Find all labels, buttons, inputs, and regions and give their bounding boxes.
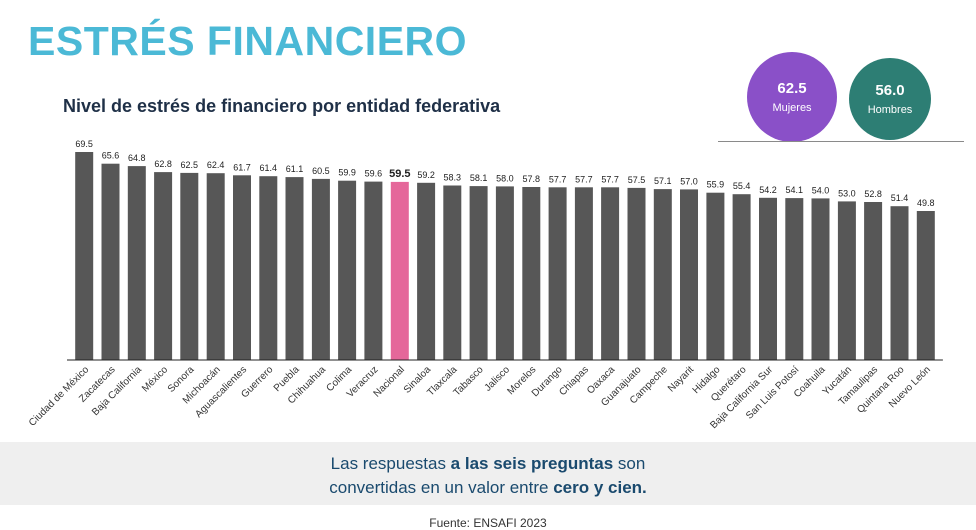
bar-veracruz xyxy=(364,181,383,360)
men-score-label: Hombres xyxy=(867,103,913,116)
bar-jalisco xyxy=(495,186,514,360)
data-label-durango: 57.7 xyxy=(549,174,567,184)
men-score-badge: 56.0 Hombres xyxy=(849,58,931,140)
footer-line-2-start: convertidas en un valor entre xyxy=(329,478,554,497)
badge-divider xyxy=(718,141,964,142)
bar-morelos xyxy=(522,187,541,360)
footer-line-1-start: Las respuestas xyxy=(330,454,451,473)
bar-nacional xyxy=(390,181,409,360)
women-score-value: 62.5 xyxy=(777,79,807,97)
data-label-ciudad-de-mexico: 69.5 xyxy=(75,139,93,149)
bar-tlaxcala xyxy=(443,185,462,360)
bar-mexico xyxy=(154,172,173,360)
bar-durango xyxy=(548,187,567,360)
men-score-value: 56.0 xyxy=(875,81,905,99)
bar-colima xyxy=(338,180,357,360)
data-label-zacatecas: 65.6 xyxy=(102,151,120,161)
data-label-puebla: 61.1 xyxy=(286,164,304,174)
data-label-hidalgo: 55.9 xyxy=(707,180,725,190)
bar-tamaulipas xyxy=(864,202,883,360)
data-label-morelos: 57.8 xyxy=(523,174,541,184)
data-label-colima: 59.9 xyxy=(338,168,356,178)
data-label-michoacan: 62.4 xyxy=(207,160,225,170)
bar-michoacan xyxy=(206,173,225,360)
data-label-veracruz: 59.6 xyxy=(365,169,383,179)
bar-aguascalientes xyxy=(233,175,251,360)
data-label-jalisco: 58.0 xyxy=(496,173,514,183)
bar-san-luis-potosi xyxy=(785,198,804,360)
data-label-nacional: 59.5 xyxy=(389,168,410,180)
bar-coahuila xyxy=(811,198,830,360)
chart-title: Nivel de estrés de financiero por entida… xyxy=(63,96,501,116)
data-label-nuevo-leon: 49.8 xyxy=(917,198,935,208)
bar-oaxaca xyxy=(601,187,620,360)
footer-line-1-end: son xyxy=(613,454,646,473)
data-label-san-luis-potosi: 54.1 xyxy=(786,185,804,195)
bar-sinaloa xyxy=(417,182,436,360)
data-label-tlaxcala: 58.3 xyxy=(444,173,462,183)
footer-line-2-bold: cero y cien. xyxy=(553,478,647,497)
footer-line-1-bold: a las seis preguntas xyxy=(450,454,614,473)
bar-baja-california xyxy=(127,166,146,360)
data-label-baja-california: 64.8 xyxy=(128,153,146,163)
women-score-label: Mujeres xyxy=(772,101,812,114)
bar-puebla xyxy=(285,177,304,360)
bar-tabasco xyxy=(469,186,488,360)
tick-label-mexico: México xyxy=(140,364,170,394)
bar-sonora xyxy=(180,172,199,360)
footer-line-2: convertidas en un valor entre cero y cie… xyxy=(0,476,976,500)
bar-zacatecas xyxy=(101,163,120,360)
data-label-coahuila: 54.0 xyxy=(812,185,830,195)
data-label-mexico: 62.8 xyxy=(154,159,172,169)
bar-quintana-roo xyxy=(890,206,909,360)
data-label-baja-california-sur: 54.2 xyxy=(759,185,777,195)
footer-band xyxy=(0,442,976,505)
tick-label-tabasco: Tabasco xyxy=(452,364,486,398)
data-label-quintana-roo: 51.4 xyxy=(891,193,909,203)
bar-ciudad-de-mexico xyxy=(75,152,94,360)
source-note: Fuente: ENSAFI 2023 xyxy=(429,516,547,530)
bar-nayarit xyxy=(680,189,698,360)
data-label-nayarit: 57.0 xyxy=(680,176,698,186)
data-label-oaxaca: 57.7 xyxy=(601,174,619,184)
bar-chiapas xyxy=(574,187,593,360)
bar-chihuahua xyxy=(311,178,330,360)
bar-guanajuato xyxy=(627,187,646,360)
tick-label-chiapas: Chiapas xyxy=(557,364,591,398)
data-label-tamaulipas: 52.8 xyxy=(864,189,882,199)
bar-hidalgo xyxy=(706,192,725,360)
data-label-chiapas: 57.7 xyxy=(575,174,593,184)
data-label-aguascalientes: 61.7 xyxy=(233,162,251,172)
data-label-guanajuato: 57.5 xyxy=(628,175,646,185)
bar-yucatan xyxy=(837,201,856,360)
data-label-campeche: 57.1 xyxy=(654,176,672,186)
bar-campeche xyxy=(653,189,672,360)
bar-guerrero xyxy=(259,176,278,360)
bar-queretaro xyxy=(732,194,751,360)
footer-note: Las respuestas a las seis preguntas son … xyxy=(0,452,976,500)
data-label-yucatan: 53.0 xyxy=(838,188,856,198)
data-label-tabasco: 58.1 xyxy=(470,173,488,183)
page-title: ESTRÉS FINANCIERO xyxy=(28,18,468,64)
data-label-chihuahua: 60.5 xyxy=(312,166,330,176)
data-label-sinaloa: 59.2 xyxy=(417,170,435,180)
women-score-badge: 62.5 Mujeres xyxy=(747,52,837,142)
bar-baja-california-sur xyxy=(759,197,777,360)
data-label-queretaro: 55.4 xyxy=(733,181,751,191)
bar-nuevo-leon xyxy=(916,211,935,360)
data-label-guerrero: 61.4 xyxy=(260,163,278,173)
footer-line-1: Las respuestas a las seis preguntas son xyxy=(0,452,976,476)
data-label-sonora: 62.5 xyxy=(181,160,199,170)
